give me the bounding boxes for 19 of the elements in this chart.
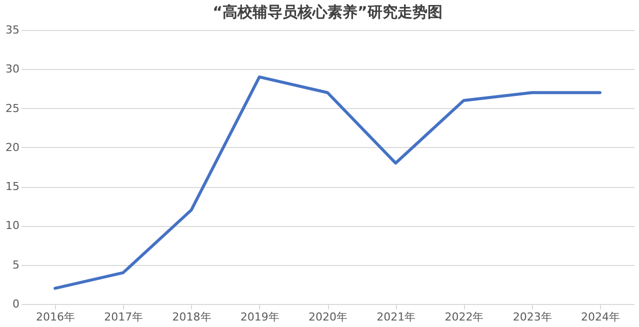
x-tick-label: 2019年 <box>240 310 280 324</box>
y-tick-label: 30 <box>6 62 20 76</box>
y-tick-label: 15 <box>6 180 20 194</box>
y-tick-label: 20 <box>6 140 20 154</box>
chart-title: “高校辅导员核心素养”研究走势图 <box>212 3 442 21</box>
x-tick-label: 2023年 <box>512 310 552 324</box>
y-tick-label: 0 <box>12 298 20 310</box>
x-tick-label: 2022年 <box>444 310 484 324</box>
x-tick-label: 2017年 <box>104 310 144 324</box>
x-tick-label: 2018年 <box>172 310 212 324</box>
line-series <box>54 75 602 290</box>
y-tick-label: 35 <box>6 24 20 36</box>
x-tick-label: 2016年 <box>36 310 76 324</box>
x-tick-label: 2020年 <box>308 310 348 324</box>
y-tick-label: 10 <box>6 219 20 232</box>
y-tick-label: 25 <box>6 102 20 115</box>
y-tick-label: 5 <box>12 258 20 272</box>
x-tick-label: 2021年 <box>376 310 416 324</box>
x-tick-label: 2024年 <box>580 310 620 324</box>
